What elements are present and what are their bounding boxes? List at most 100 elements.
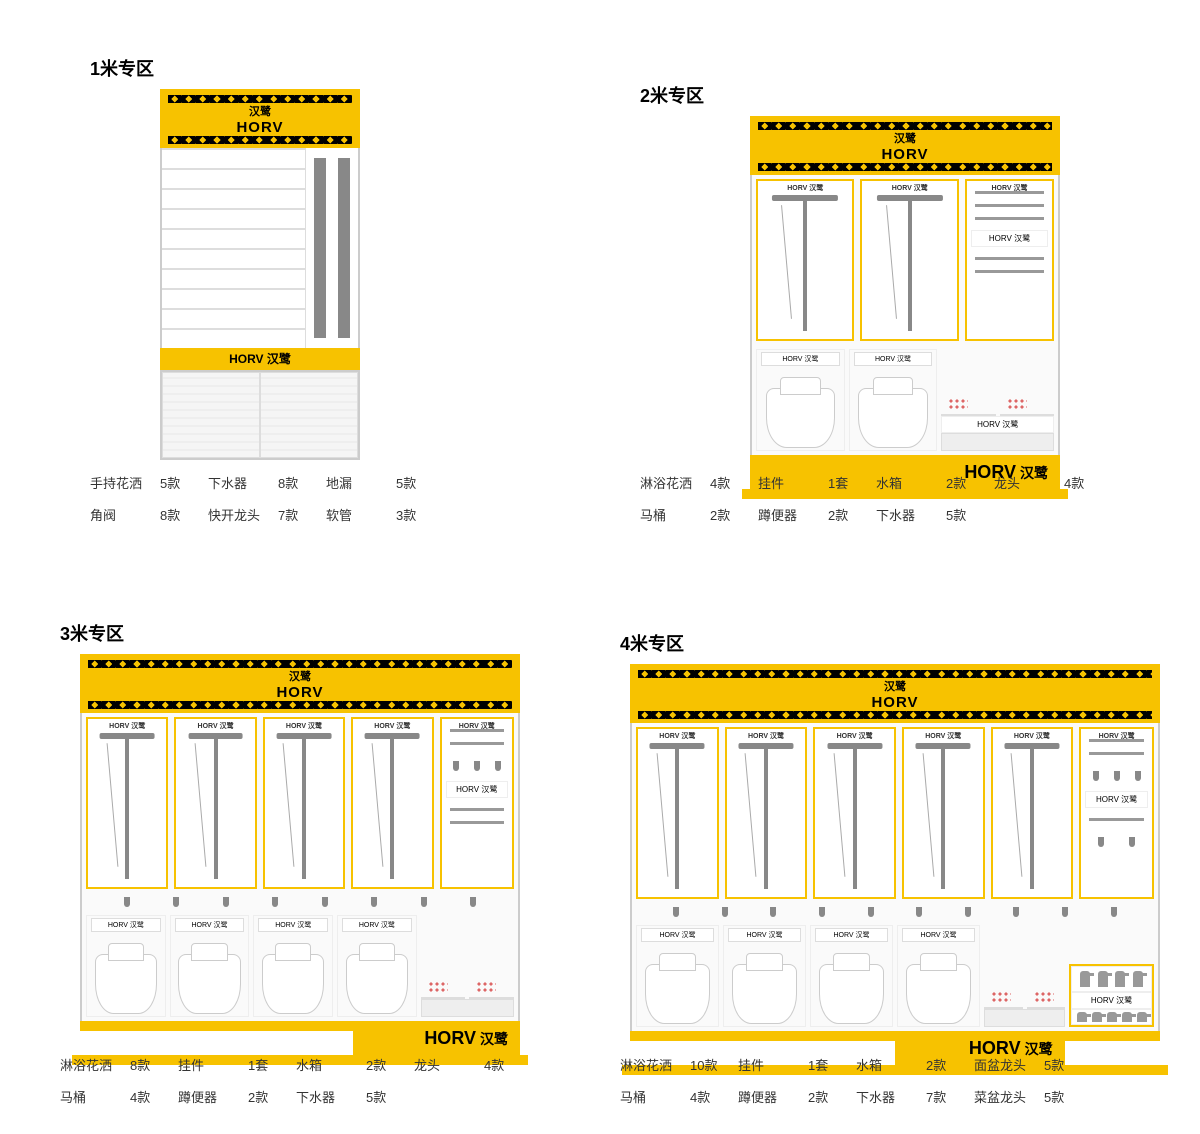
brand-cn: 汉鹭 (80, 668, 520, 684)
brand-cn: 汉鹭 (630, 678, 1160, 694)
spec-label: 马桶 (640, 500, 710, 532)
brand-cn: 汉鹭 (750, 130, 1060, 146)
spec-value: 2款 (808, 1082, 856, 1114)
shower-panel: HORV 汉鹭 (351, 717, 433, 889)
spec-label: 下水器 (876, 500, 946, 532)
mid-brand-bar: HORV 汉鹭 (160, 348, 360, 370)
tank-panel (984, 1007, 1023, 1009)
spec-label: 龙头 (994, 468, 1064, 500)
tank-panel (941, 414, 995, 416)
spec-label: 下水器 (856, 1082, 926, 1114)
toilet-slot: HORV 汉鹭 (636, 925, 719, 1027)
toilet-slot: HORV 汉鹭 (756, 349, 845, 451)
spec-label: 挂件 (178, 1050, 248, 1082)
tank-panel (1000, 414, 1054, 416)
toilet-row: HORV 汉鹭 HORV 汉鹭 HORV 汉鹭 (750, 345, 1060, 455)
zigzag-pattern (638, 670, 1152, 678)
spec-label: 软管 (326, 500, 396, 532)
shower-panel: HORV 汉鹭 (902, 727, 985, 899)
accessory-panel: HORV 汉鹭 HORV 汉鹭 (1079, 727, 1154, 899)
toilet-icon (262, 954, 324, 1014)
zigzag-pattern (758, 163, 1052, 171)
specs-3m: 淋浴花洒8款 挂件1套 水箱2款 龙头4款 马桶4款 蹲便器2款 下水器5款 (60, 1050, 532, 1114)
spec-value: 8款 (278, 468, 326, 500)
platform-base (80, 1021, 353, 1031)
lower-cabinet (160, 370, 360, 460)
toilet-row: HORV 汉鹭 HORV 汉鹭 HORV 汉鹭 HORV 汉鹭 (80, 911, 520, 1021)
spec-label: 水箱 (876, 468, 946, 500)
spec-value: 2款 (946, 468, 994, 500)
spec-value: 7款 (278, 500, 326, 532)
zigzag-pattern (638, 711, 1152, 719)
zigzag-pattern (88, 660, 512, 668)
toilet-row: HORV 汉鹭 HORV 汉鹭 HORV 汉鹭 HORV 汉鹭 HORV 汉鹭 (630, 921, 1160, 1031)
cabinet-door (260, 372, 358, 458)
faucet-row (1071, 966, 1152, 992)
spec-value: 4款 (484, 1050, 532, 1082)
shower-panel: HORV 汉鹭 (991, 727, 1074, 899)
spec-label: 淋浴花洒 (60, 1050, 130, 1082)
zigzag-pattern (758, 122, 1052, 130)
spec-value: 2款 (248, 1082, 296, 1114)
spec-value: 2款 (710, 500, 758, 532)
zone-title: 2米专区 (640, 82, 1060, 108)
zigzag-pattern (168, 95, 352, 103)
spec-value: 1套 (248, 1050, 296, 1082)
display-unit-4m: 汉鹭 HORV HORV 汉鹭 HORV 汉鹭 HORV 汉鹭 HORV 汉鹭 … (630, 664, 1160, 1075)
toilet-icon (819, 964, 884, 1024)
spec-value: 4款 (710, 468, 758, 500)
display-unit-2m: 汉鹭 HORV HORV 汉鹭 HORV 汉鹭 HORV 汉鹭 HORV 汉鹭 … (750, 116, 1060, 499)
shower-panel: HORV 汉鹭 (86, 717, 168, 889)
spec-value: 10款 (690, 1050, 738, 1082)
brand-en: HORV (160, 119, 360, 136)
toilet-slot: HORV 汉鹭 (86, 915, 166, 1017)
spec-label: 地漏 (326, 468, 396, 500)
spec-label: 蹲便器 (758, 500, 828, 532)
spec-value: 2款 (366, 1050, 414, 1082)
toilet-icon (732, 964, 797, 1024)
display-unit-3m: 汉鹭 HORV HORV 汉鹭 HORV 汉鹭 HORV 汉鹭 HORV 汉鹭 … (80, 654, 520, 1065)
platform-base (630, 1031, 895, 1041)
spec-label: 淋浴花洒 (640, 468, 710, 500)
accessory-panel: HORV 汉鹭 HORV 汉鹭 (440, 717, 515, 889)
toilet-icon (858, 388, 927, 448)
toilet-slot: HORV 汉鹭 (337, 915, 417, 1017)
spec-label: 快开龙头 (208, 500, 278, 532)
header-bar: 汉鹭 HORV (750, 116, 1060, 175)
shower-panel: HORV 汉鹭 (725, 727, 808, 899)
zone-title: 3米专区 (60, 620, 520, 646)
spec-value: 1套 (828, 468, 876, 500)
tank-panel (469, 997, 514, 999)
spec-value: 8款 (160, 500, 208, 532)
zone-2m: 2米专区 汉鹭 HORV HORV 汉鹭 HORV 汉鹭 HORV 汉鹭 HOR… (640, 82, 1060, 499)
spec-label: 马桶 (60, 1082, 130, 1114)
shower-panel: HORV 汉鹭 (636, 727, 719, 899)
toilet-slot: HORV 汉鹭 (810, 925, 893, 1027)
zone-1m: 1米专区 汉鹭 HORV HORV 汉鹭 (90, 55, 360, 460)
shower-panel: HORV 汉鹭 (756, 179, 854, 341)
brand-en: HORV (750, 146, 1060, 163)
shower-panel: HORV 汉鹭 (813, 727, 896, 899)
zigzag-pattern (168, 136, 352, 144)
tank-panel (1027, 1007, 1066, 1009)
spec-value: 5款 (160, 468, 208, 500)
toilet-slot: HORV 汉鹭 (723, 925, 806, 1027)
toilet-icon (178, 954, 240, 1014)
toilet-icon (766, 388, 835, 448)
spec-label: 挂件 (758, 468, 828, 500)
shower-panel-row: HORV 汉鹭 HORV 汉鹭 HORV 汉鹭 HORV 汉鹭 HORV 汉鹭 … (630, 723, 1160, 903)
toilet-slot: HORV 汉鹭 (170, 915, 250, 1017)
zigzag-pattern (88, 701, 512, 709)
zone-4m: 4米专区 汉鹭 HORV HORV 汉鹭 HORV 汉鹭 HORV 汉鹭 HOR… (620, 630, 1160, 1075)
toilet-slot: HORV 汉鹭 (897, 925, 980, 1027)
spec-label: 龙头 (414, 1050, 484, 1082)
toilet-icon (906, 964, 971, 1024)
spec-label: 淋浴花洒 (620, 1050, 690, 1082)
spec-label: 蹲便器 (178, 1082, 248, 1114)
specs-1m: 手持花洒5款 下水器8款 地漏5款 角阀8款 快开龙头7款 软管3款 (90, 468, 444, 532)
spec-value: 4款 (1064, 468, 1112, 500)
brand-cn: 汉鹭 (160, 103, 360, 119)
brand-en: HORV (80, 684, 520, 701)
spec-value: 5款 (1044, 1050, 1092, 1082)
spec-value: 3款 (396, 500, 444, 532)
